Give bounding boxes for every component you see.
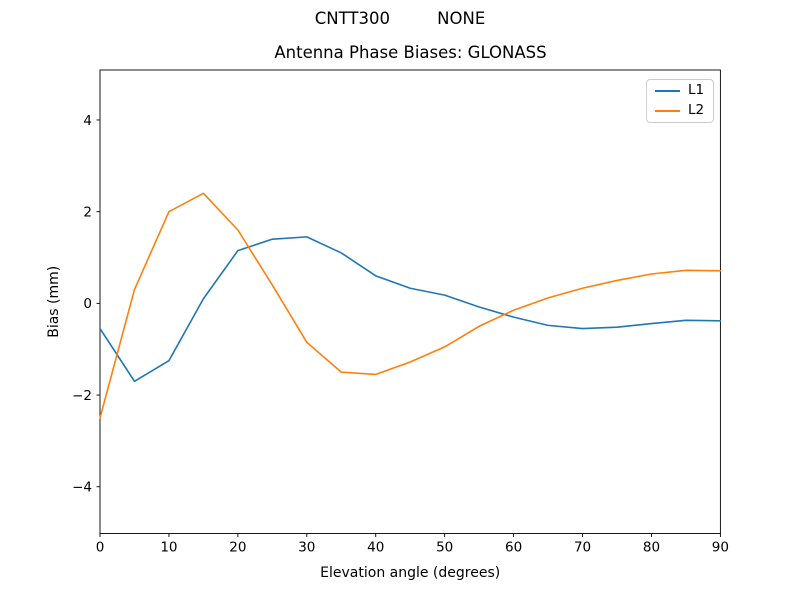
legend-line-l2 bbox=[655, 110, 680, 112]
x-axis-tick-label: 40 bbox=[367, 540, 384, 556]
x-axis-tick-label: 90 bbox=[712, 540, 729, 556]
y-axis-tick-label: 0 bbox=[83, 296, 92, 312]
legend: L1 L2 bbox=[646, 79, 714, 123]
axes-title: Antenna Phase Biases: GLONASS bbox=[274, 43, 547, 62]
series-line-l2 bbox=[99, 192, 722, 419]
legend-entry-l2: L2 bbox=[655, 103, 713, 119]
legend-label-l1: L1 bbox=[688, 82, 705, 99]
legend-label-l2: L2 bbox=[688, 102, 705, 119]
y-axis-label: Bias (mm) bbox=[46, 266, 62, 338]
x-axis-tick-label: 60 bbox=[505, 540, 522, 556]
x-axis-tick-label: 50 bbox=[436, 540, 453, 556]
x-axis-tick-label: 20 bbox=[229, 540, 246, 556]
figure-suptitle: CNTT300 NONE bbox=[314, 9, 486, 28]
x-axis-label: Elevation angle (degrees) bbox=[320, 565, 500, 581]
x-axis-tick-label: 30 bbox=[298, 540, 315, 556]
y-axis-tick-label: −2 bbox=[72, 388, 92, 404]
legend-line-l1 bbox=[655, 90, 680, 92]
x-axis-tick-label: 0 bbox=[96, 540, 105, 556]
x-axis-tick-label: 70 bbox=[574, 540, 591, 556]
x-axis-tick-label: 80 bbox=[643, 540, 660, 556]
x-axis-tick-label: 10 bbox=[160, 540, 177, 556]
y-axis-tick-label: 4 bbox=[83, 113, 92, 129]
series-line-l1 bbox=[99, 236, 722, 383]
axes-frame bbox=[99, 69, 721, 534]
legend-entry-l1: L1 bbox=[655, 83, 713, 99]
y-axis-tick-label: 2 bbox=[83, 204, 92, 220]
y-axis-tick-label: −4 bbox=[72, 480, 92, 496]
